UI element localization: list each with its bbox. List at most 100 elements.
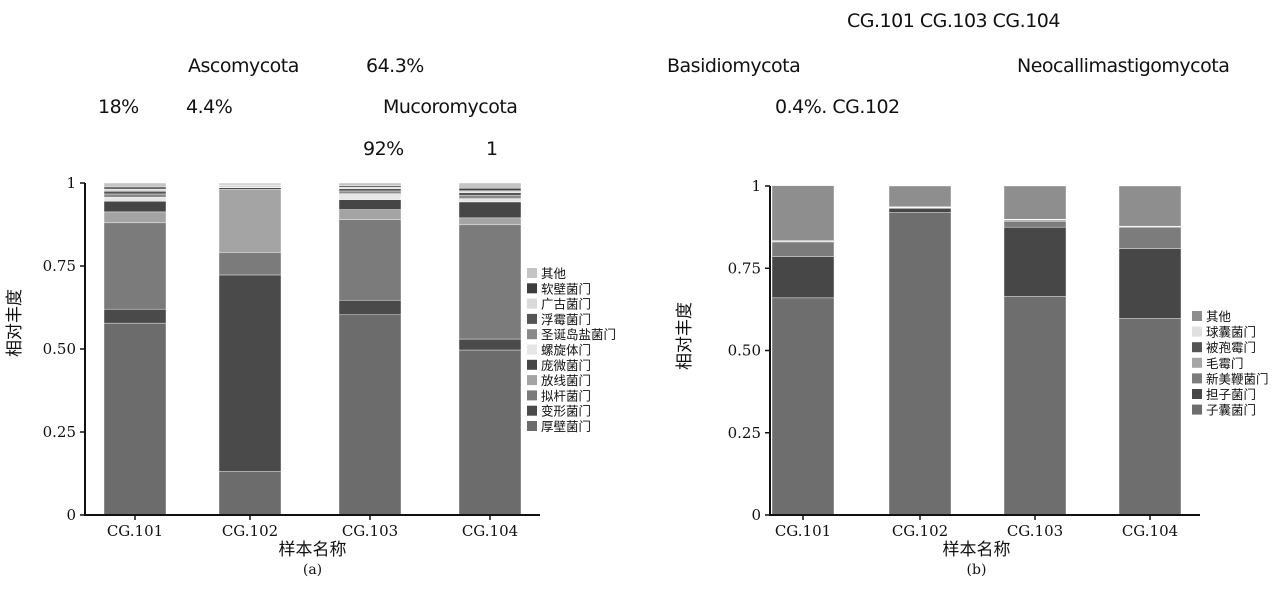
chart-b-legend-swatch-3 [1192,358,1202,368]
chart-a-bar-CG.102-seg-4 [219,188,281,190]
chart-b-legend-swatch-6 [1192,405,1202,415]
chart-a-legend-swatch-7 [527,375,537,385]
chart-a-xtick-label-3: CG.104 [462,522,518,540]
chart-a-legend-label-10: 厚壁菌门 [541,419,591,434]
chart-a-xtick-label-2: CG.103 [342,522,398,540]
chart-a-bar-CG.101-seg-9 [104,187,166,189]
chart-a-bar-CG.101-seg-0 [104,323,166,515]
chart-b-legend-swatch-1 [1192,327,1202,337]
chart-a-bar-CG.101-seg-2 [104,223,166,309]
chart-a-bar-CG.101-seg-4 [104,201,166,212]
chart-a-bar-CG.102-seg-3 [219,189,281,252]
chart-b-bar-CG.101-seg-6 [772,186,834,241]
chart-a-xtick-label-1: CG.102 [222,522,278,540]
chart-a-xlabel: 样本名称 [279,540,347,560]
chart-a-legend-label-0: 其他 [541,266,567,281]
chart-a-legend-label-1: 软壁菌门 [541,281,591,296]
chart-a-legend-label-5: 螺旋体门 [541,343,591,358]
chart-a-legend-swatch-10 [527,421,537,431]
chart-b-legend-label-3: 毛霉门 [1206,356,1244,371]
chart-b-ytick-label-3: 0.75 [728,259,761,277]
chart-a-bar-CG.104-seg-6 [459,195,521,198]
chart-b-panel-label: (b) [967,562,987,578]
chart-a-bar-CG.103-seg-6 [339,191,401,194]
chart-a-bar-CG.102-seg-2 [219,252,281,275]
chart-b-xtick-label-1: CG.102 [892,522,948,540]
chart-b-bar-CG.102-seg-1 [889,208,951,212]
chart-b-xlabel: 样本名称 [943,540,1011,560]
chart-a-ytick-label-3: 0.75 [43,257,76,275]
chart-a-bar-CG.104-seg-9 [459,188,521,190]
chart-a-legend-label-4: 圣诞岛盐菌门 [541,327,616,342]
chart-a-ytick-label-2: 0.50 [43,340,76,358]
chart-b-legend-label-4: 新美鞭菌门 [1206,371,1269,386]
chart-a-ylabel: 相对丰度 [5,289,25,357]
chart-a-legend-swatch-6 [527,360,537,370]
chart-a-bar-CG.104-seg-3 [459,218,521,225]
chart-b-bar-CG.103-seg-0 [1004,296,1066,515]
chart-a-bar-CG.101-seg-5 [104,197,166,201]
chart-a-bar-CG.101-seg-8 [104,189,166,191]
chart-b-legend-label-2: 被孢霉门 [1206,340,1256,355]
chart-a-bar-CG.104-seg-10 [459,183,521,188]
chart-b-ytick-label-0: 0 [751,506,761,524]
chart-b-bar-CG.103-seg-6 [1004,186,1066,219]
chart-b-ylabel: 相对丰度 [675,302,695,370]
chart-a-bar-CG.104-seg-1 [459,339,521,350]
chart-b-bar-CG.102-seg-6 [889,186,951,207]
chart-a-panel-label: (a) [303,562,322,578]
chart-a-bar-CG.104-seg-2 [459,225,521,339]
chart-b-bar-CG.104-seg-1 [1119,249,1181,319]
chart-b-bar-CG.104-seg-0 [1119,318,1181,515]
chart-b-legend-label-0: 其他 [1206,309,1232,324]
chart-a-legend-label-9: 变形菌门 [541,404,591,419]
chart-a-bar-CG.103-seg-4 [339,200,401,210]
chart-a-bar-CG.101-seg-6 [104,194,166,197]
chart-b-bar-CG.101-seg-0 [772,298,834,515]
chart-b-bar-CG.104-seg-6 [1119,186,1181,226]
chart-b-legend-swatch-2 [1192,342,1202,352]
chart-a-ytick-label-0: 0 [66,506,76,524]
chart-a-legend-swatch-3 [527,314,537,324]
chart-a-ytick-label-1: 0.25 [43,423,76,441]
chart-b-ytick-label-2: 0.50 [728,342,761,360]
chart-b-legend-label-1: 球囊菌门 [1206,325,1256,340]
chart-a-bar-CG.101-seg-1 [104,309,166,323]
chart-b-xtick-label-3: CG.104 [1122,522,1178,540]
chart-a-legend-label-2: 广古菌门 [541,297,591,312]
chart-b-bar-CG.101-seg-2 [772,242,834,257]
chart-a-bar-CG.103-seg-10 [339,183,401,186]
chart-a-bar-CG.103-seg-2 [339,220,401,301]
chart-a-legend-swatch-5 [527,345,537,355]
chart-b-bar-CG.101-seg-1 [772,257,834,298]
chart-a-legend-swatch-8 [527,390,537,400]
chart-a-legend-label-7: 放线菌门 [541,373,591,388]
chart-a-bar-CG.101-seg-3 [104,212,166,223]
chart-b-legend-swatch-5 [1192,389,1202,399]
chart-b-bar-CG.104-seg-2 [1119,227,1181,248]
chart-a-bar-CG.104-seg-7 [459,193,521,196]
chart-a-legend-label-6: 庞微菌门 [541,358,591,373]
chart-b-legend-swatch-0 [1192,311,1202,321]
chart-a-bar-CG.103-seg-0 [339,315,401,515]
chart-a-legend-swatch-9 [527,406,537,416]
chart-b-legend-label-5: 担子菌门 [1206,387,1256,402]
chart-a-legend-swatch-0 [527,268,537,278]
chart-a-bar-CG.104-seg-0 [459,350,521,515]
chart-b-bar-CG.102-seg-0 [889,212,951,515]
chart-b-xtick-label-0: CG.101 [775,522,831,540]
chart-a-bar-CG.104-seg-4 [459,202,521,218]
chart-a-bar-CG.101-seg-7 [104,191,166,194]
chart-a-bar-CG.102-seg-0 [219,472,281,515]
chart-a-bar-CG.103-seg-1 [339,300,401,315]
chart-a-bar-CG.101-seg-10 [104,183,166,187]
chart-a-xtick-label-0: CG.101 [107,522,163,540]
chart-a-bar-CG.103-seg-8 [339,187,401,189]
chart-a-bar-CG.104-seg-8 [459,191,521,193]
chart-a-bar-CG.103-seg-5 [339,194,401,200]
chart-b-ytick-label-4: 1 [751,177,761,195]
chart-a-legend-swatch-4 [527,329,537,339]
chart-a-bar-CG.103-seg-3 [339,210,401,220]
chart-a-legend-swatch-1 [527,283,537,293]
